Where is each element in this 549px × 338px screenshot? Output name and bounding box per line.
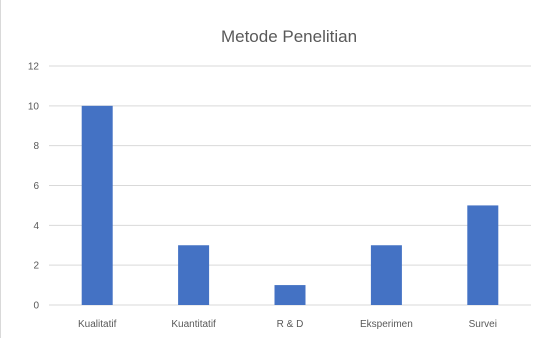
bar-eksperimen <box>370 245 402 305</box>
x-category-label: R & D <box>277 319 304 330</box>
y-tick-label: 10 <box>28 101 40 112</box>
x-category-label: Kualitatif <box>78 319 117 330</box>
x-category-label: Survei <box>469 319 497 330</box>
y-tick-label: 12 <box>28 62 40 73</box>
bars <box>81 105 499 305</box>
y-tick-label: 8 <box>33 141 39 152</box>
chart-title: Metode Penelitian <box>221 27 357 46</box>
y-tick-label: 4 <box>33 221 39 232</box>
y-tick-label: 6 <box>33 181 39 192</box>
y-tick-label: 2 <box>33 261 39 272</box>
bar-survei <box>467 205 499 305</box>
gridlines <box>49 65 531 306</box>
bar-r-d <box>274 285 306 305</box>
x-category-label: Kuantitatif <box>171 319 216 330</box>
bar-kualitatif <box>81 105 113 305</box>
bar-kuantitatif <box>178 245 210 305</box>
y-tick-label: 0 <box>33 301 39 312</box>
x-category-label: Eksperimen <box>360 319 413 330</box>
y-axis-ticks: 0 2 4 6 8 10 12 <box>28 62 40 312</box>
x-axis-categories: Kualitatif Kuantitatif R & D Eksperimen Surv… <box>78 319 497 330</box>
